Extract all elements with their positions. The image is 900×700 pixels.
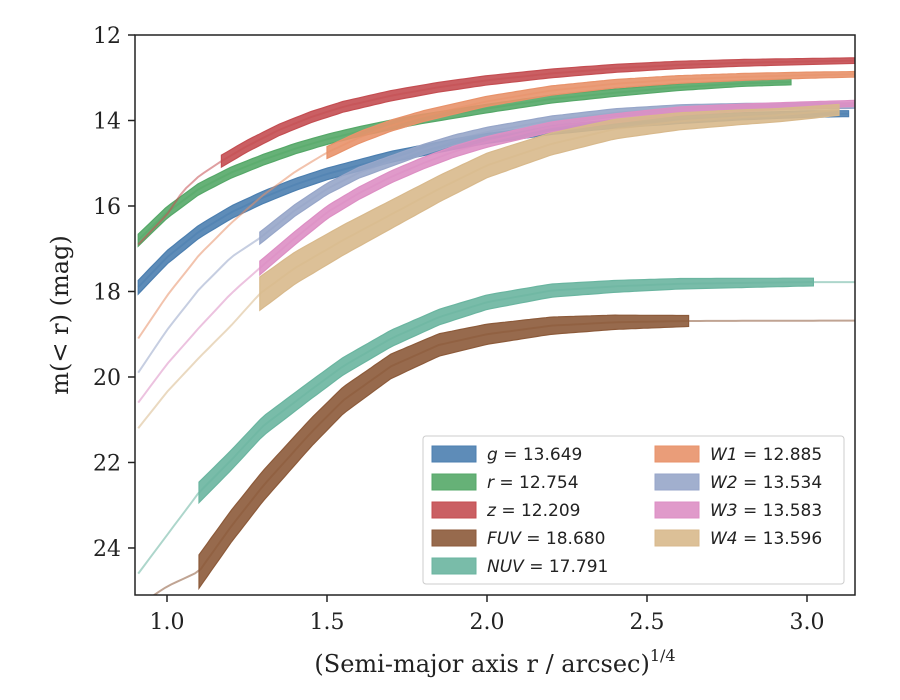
legend-swatch-w1 xyxy=(654,445,700,463)
series-fuv-band xyxy=(198,314,690,591)
legend-swatch-w3 xyxy=(654,501,700,519)
series-w3-band xyxy=(259,99,855,277)
x-axis-label-exponent: 1/4 xyxy=(650,646,676,665)
x-tick-label: 1.0 xyxy=(150,610,185,635)
legend-swatch-w4 xyxy=(654,529,700,547)
legend-label-w2: W2 = 13.534 xyxy=(710,473,822,493)
legend-swatch-g xyxy=(431,445,477,463)
legend-swatch-w2 xyxy=(654,473,700,491)
legend-swatch-nuv xyxy=(431,557,477,575)
x-axis-label-text: (Semi-major axis r / arcsec) xyxy=(314,650,649,678)
legend-label-w1: W1 = 12.885 xyxy=(710,445,822,465)
series-w3 xyxy=(137,99,855,404)
x-tick-label: 2.5 xyxy=(630,610,665,635)
y-axis-label: m(< r) (mag) xyxy=(46,235,74,394)
legend-label-fuv: FUV = 18.680 xyxy=(487,529,605,549)
series-z-band xyxy=(220,57,855,169)
y-tick-label: 18 xyxy=(93,280,121,305)
y-tick-label: 14 xyxy=(93,109,121,134)
y-tick-label: 16 xyxy=(93,195,121,220)
x-axis-label: (Semi-major axis r / arcsec)1/4 xyxy=(314,646,675,678)
series-w1 xyxy=(137,70,855,340)
series-w2-band xyxy=(259,102,855,246)
plot-frame xyxy=(134,34,856,596)
legend-swatch-fuv xyxy=(431,529,477,547)
series-nuv xyxy=(137,277,855,575)
series-layer xyxy=(137,57,855,595)
y-tick-label: 12 xyxy=(93,24,121,49)
x-tick-label: 1.5 xyxy=(310,610,345,635)
legend-label-w3: W3 = 13.583 xyxy=(710,501,822,521)
series-fuv xyxy=(152,314,855,595)
y-tick-label: 24 xyxy=(93,537,121,562)
series-nuv-band xyxy=(198,277,815,505)
legend-label-g: g = 13.649 xyxy=(487,445,582,465)
series-w1-band xyxy=(326,70,855,160)
series-z xyxy=(137,57,855,246)
legend-swatch-r xyxy=(431,473,477,491)
y-tick-label: 22 xyxy=(93,451,121,476)
y-axis: 12 14 16 18 20 22 24 xyxy=(93,24,135,562)
legend-label-w4: W4 = 13.596 xyxy=(710,529,822,549)
legend-label-nuv: NUV = 17.791 xyxy=(487,557,608,577)
series-w4 xyxy=(137,103,840,429)
series-w4-band xyxy=(259,103,840,312)
x-tick-label: 3.0 xyxy=(790,610,825,635)
legend-frame xyxy=(422,435,845,585)
legend-swatch-z xyxy=(431,501,477,519)
legend-label-r: r = 12.754 xyxy=(487,473,579,493)
legend-label-z: z = 12.209 xyxy=(486,501,580,521)
x-axis: 1.0 1.5 2.0 2.5 3.0 xyxy=(150,595,825,635)
y-tick-label: 20 xyxy=(93,366,121,391)
x-tick-label: 2.0 xyxy=(470,610,505,635)
legend: g = 13.649 r = 12.754 z = 12.209 FUV = 18.6… xyxy=(422,435,845,585)
